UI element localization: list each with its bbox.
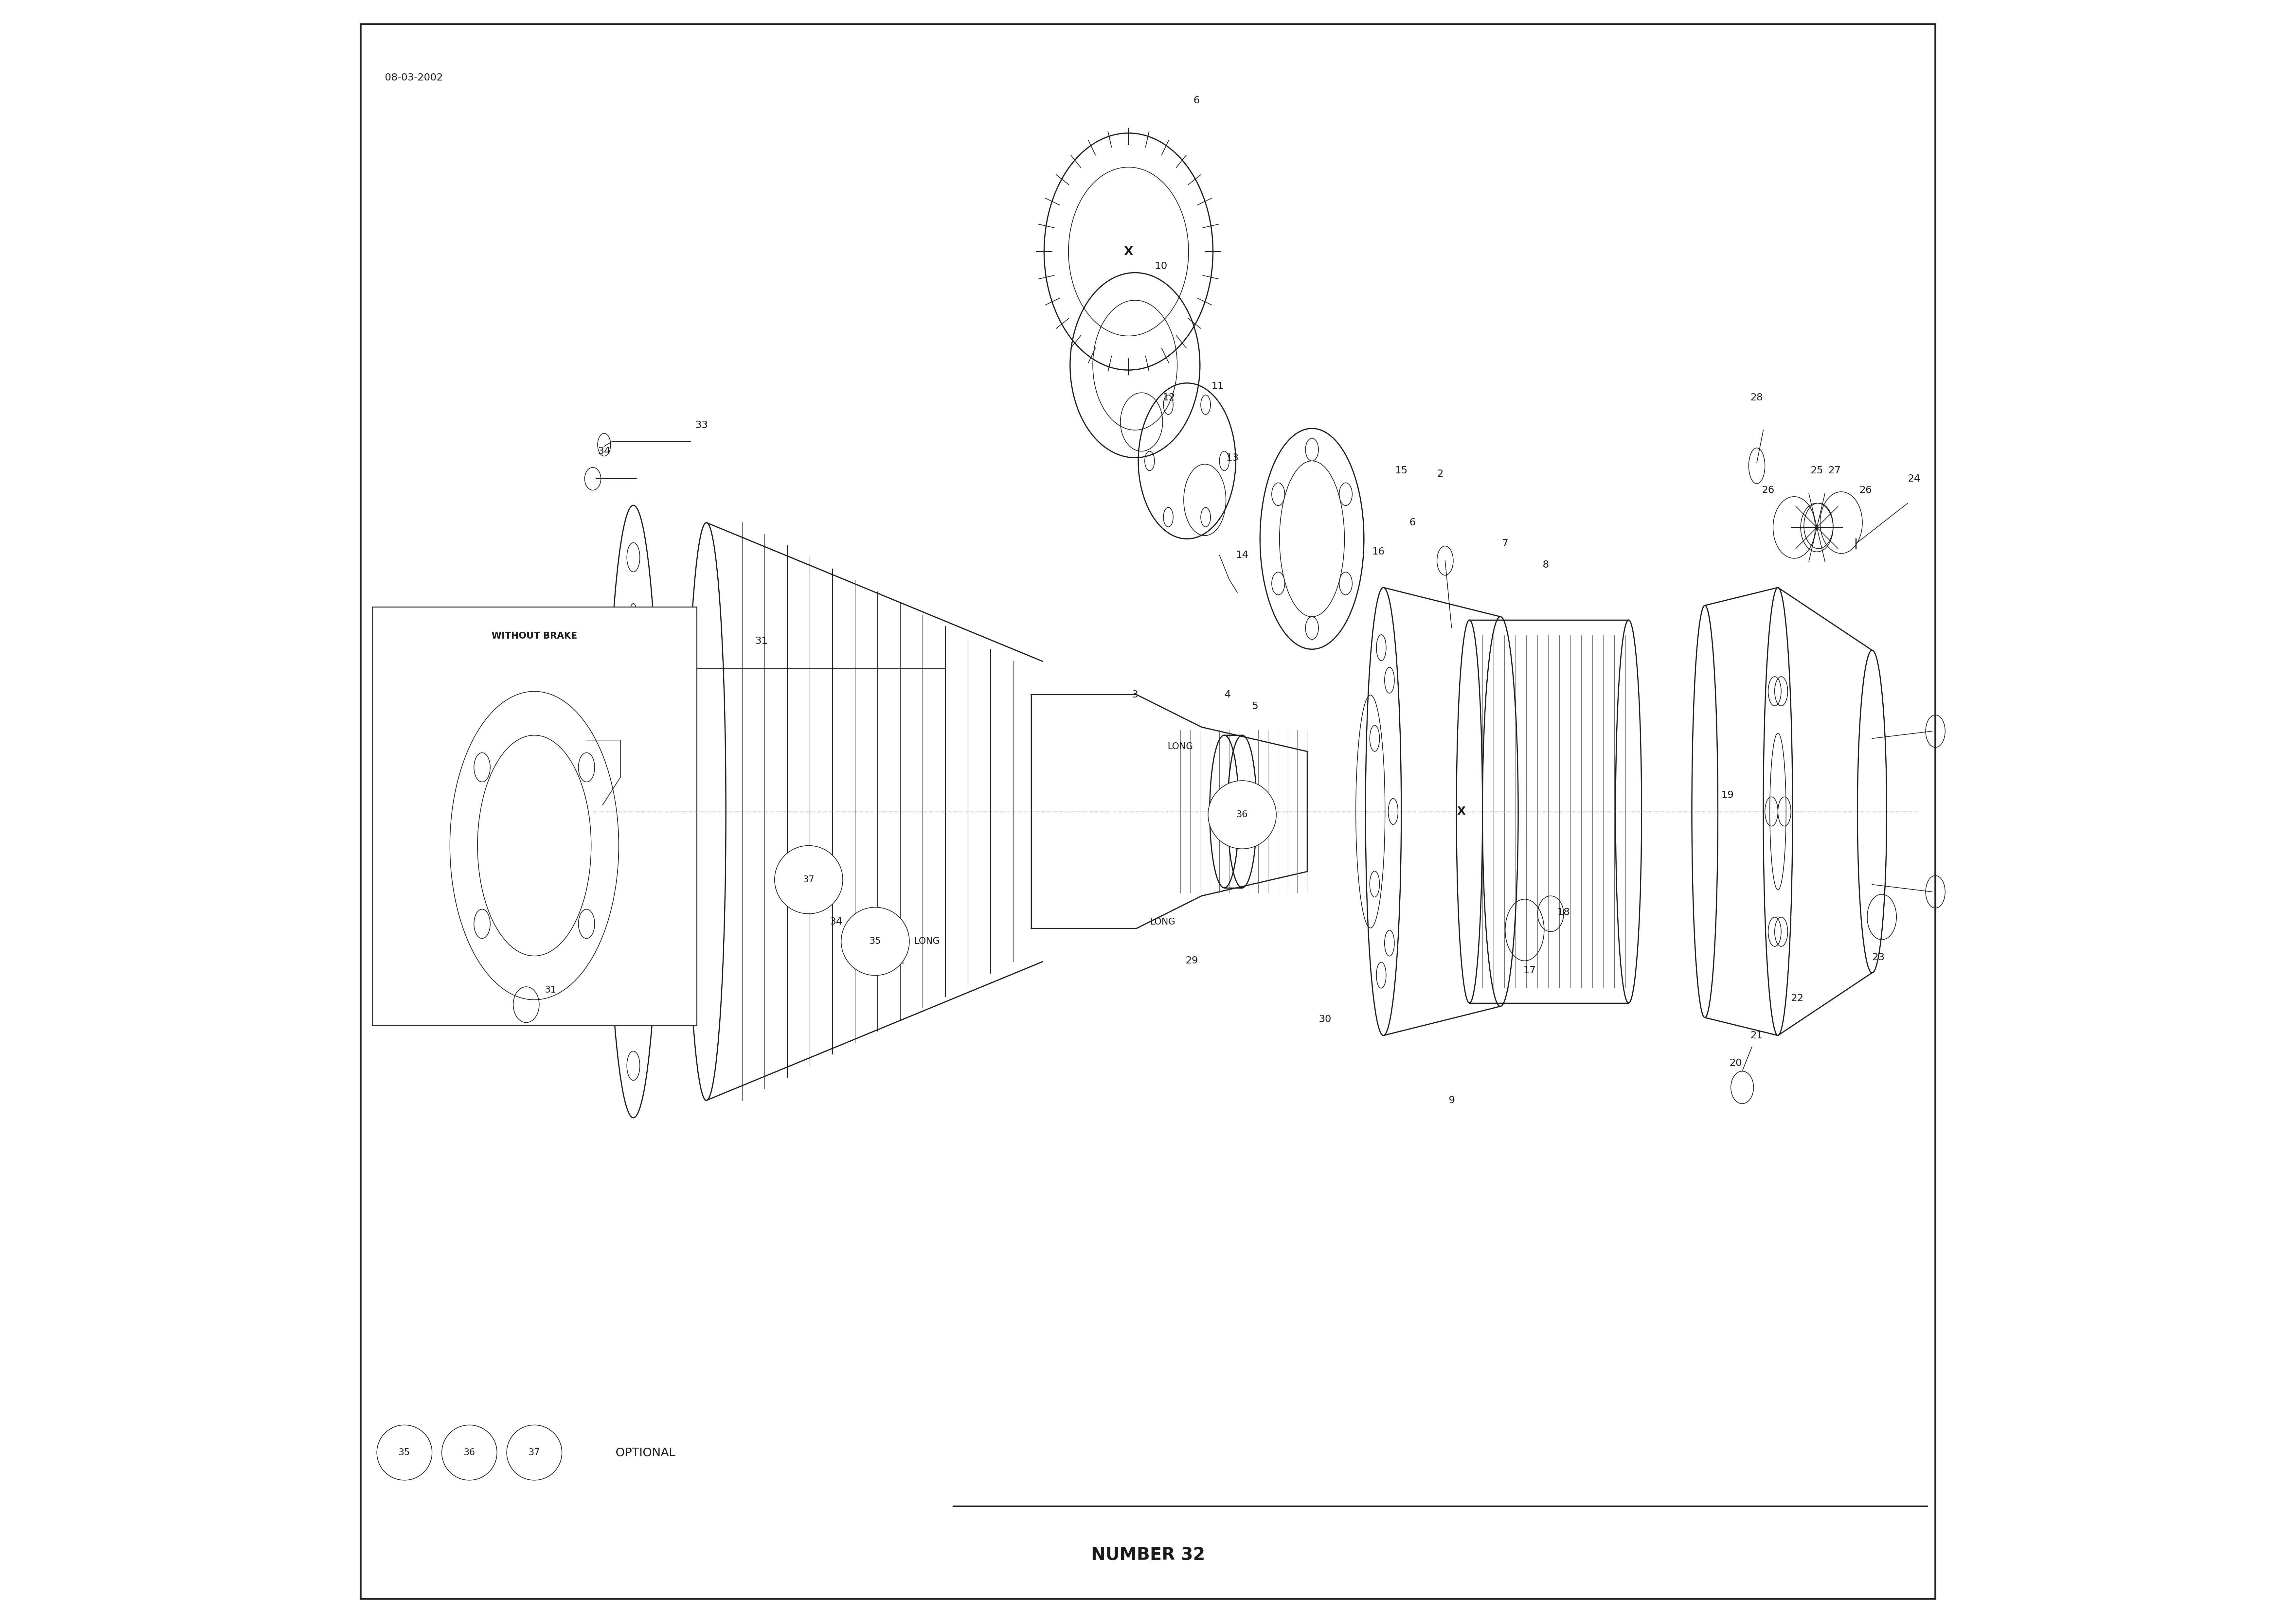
Text: 36: 36 [464, 1448, 475, 1457]
Text: 17: 17 [1522, 966, 1536, 975]
Text: 2: 2 [1437, 469, 1444, 479]
Text: 31: 31 [544, 985, 556, 995]
Text: 27: 27 [1828, 466, 1841, 476]
Text: LONG: LONG [914, 936, 939, 946]
Text: 6: 6 [1410, 518, 1417, 527]
Text: LONG: LONG [1166, 742, 1194, 751]
Text: 34: 34 [829, 917, 843, 927]
Text: 36: 36 [1235, 810, 1249, 820]
Text: 13: 13 [1226, 453, 1240, 463]
Text: 25: 25 [1812, 466, 1823, 476]
Text: 33: 33 [696, 420, 707, 430]
Text: OPTIONAL: OPTIONAL [615, 1448, 675, 1457]
Text: LONG: LONG [1150, 917, 1176, 927]
Text: 4: 4 [1224, 690, 1231, 700]
Text: 30: 30 [1318, 1014, 1332, 1024]
Text: 8: 8 [1543, 560, 1550, 570]
Text: 9: 9 [1449, 1096, 1456, 1105]
Text: 14: 14 [1235, 550, 1249, 560]
Text: 21: 21 [1750, 1031, 1763, 1040]
Text: 5: 5 [1251, 701, 1258, 711]
Circle shape [774, 846, 843, 914]
Text: 26: 26 [1860, 485, 1871, 495]
Text: 35: 35 [870, 936, 882, 946]
Text: 6: 6 [1194, 96, 1201, 105]
Text: 19: 19 [1722, 790, 1733, 800]
Text: 37: 37 [804, 875, 815, 885]
Text: X: X [1458, 807, 1465, 816]
Text: 31: 31 [755, 636, 767, 646]
Text: 7: 7 [1502, 539, 1508, 549]
Text: WITHOUT BRAKE: WITHOUT BRAKE [491, 631, 576, 641]
Text: 29: 29 [1185, 956, 1199, 966]
Text: 34: 34 [597, 446, 611, 456]
Text: 28: 28 [1750, 393, 1763, 403]
Text: 26: 26 [1761, 485, 1775, 495]
Circle shape [840, 907, 909, 975]
Text: 15: 15 [1396, 466, 1407, 476]
Text: 37: 37 [528, 1448, 540, 1457]
Circle shape [1208, 781, 1277, 849]
Text: 10: 10 [1155, 261, 1166, 271]
Text: 20: 20 [1729, 1058, 1743, 1068]
Text: NUMBER 32: NUMBER 32 [1091, 1547, 1205, 1563]
Text: 24: 24 [1908, 474, 1922, 484]
Bar [372, 607, 696, 1026]
Text: 23: 23 [1871, 953, 1885, 962]
Text: 16: 16 [1373, 547, 1384, 557]
Text: 22: 22 [1791, 993, 1805, 1003]
Text: 18: 18 [1557, 907, 1570, 917]
Text: 11: 11 [1212, 381, 1224, 391]
Text: 12: 12 [1162, 393, 1176, 403]
Text: 35: 35 [400, 1448, 411, 1457]
Text: 1: 1 [898, 956, 905, 966]
Text: X: X [1125, 247, 1134, 256]
Text: 3: 3 [1132, 690, 1139, 700]
Text: 08-03-2002: 08-03-2002 [386, 73, 443, 83]
